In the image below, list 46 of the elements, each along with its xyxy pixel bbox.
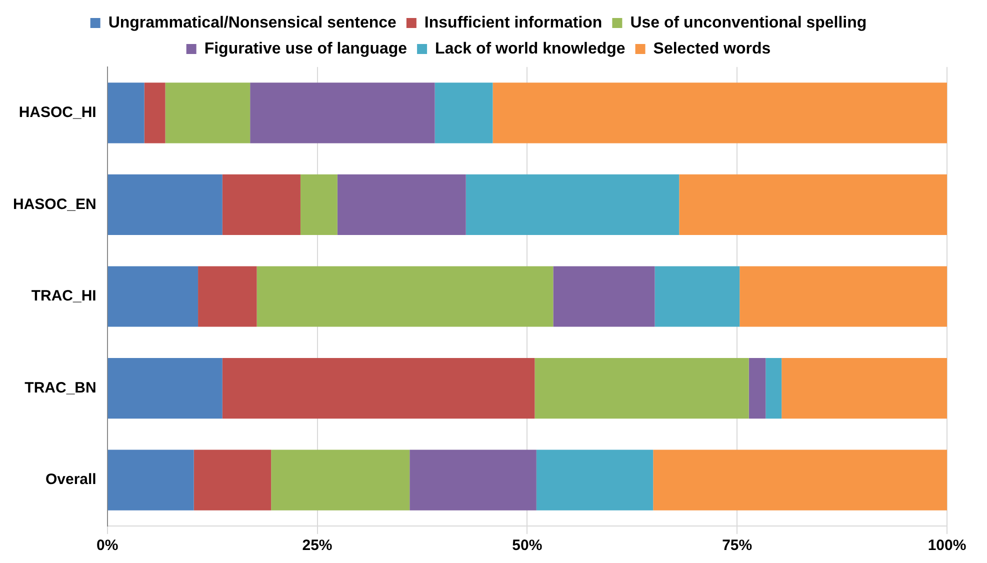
legend-label: Use of unconventional spelling — [630, 14, 867, 32]
bar — [144, 82, 166, 144]
bar — [108, 358, 222, 419]
bar — [466, 174, 680, 235]
bar — [553, 266, 655, 327]
bar — [108, 82, 144, 144]
x-tick-label: 50% — [512, 537, 542, 554]
bar — [740, 266, 947, 327]
x-tick-label: 25% — [302, 537, 332, 554]
legend-label: Insufficient information — [424, 14, 602, 32]
bar — [410, 450, 536, 510]
bar — [108, 174, 222, 235]
y-tick-label: TRAC_BN — [24, 379, 96, 396]
bar — [165, 82, 250, 144]
legend-label: Figurative use of language — [204, 40, 408, 58]
bar — [679, 174, 947, 235]
y-tick-label: Overall — [45, 471, 96, 488]
x-tick-label: 75% — [722, 537, 752, 554]
bar — [300, 174, 338, 235]
bar — [748, 358, 766, 419]
bar — [108, 450, 194, 510]
bar — [492, 82, 947, 144]
x-tick-label: 0% — [96, 537, 118, 554]
bar — [194, 450, 272, 510]
legend-label: Lack of world knowledge — [435, 40, 626, 58]
bar — [766, 358, 782, 419]
bar — [782, 358, 947, 419]
bar — [250, 82, 435, 144]
legend-label: Ungrammatical/Nonsensical sentence — [108, 14, 397, 32]
bar — [271, 450, 410, 510]
x-tick-label: 100% — [928, 537, 966, 554]
bar — [222, 174, 300, 235]
bar — [337, 174, 466, 235]
y-tick-label: HASOC_HI — [18, 104, 96, 122]
bar — [222, 358, 535, 419]
bar — [653, 450, 947, 510]
bar — [654, 266, 740, 327]
bar — [536, 450, 654, 510]
bar — [198, 266, 257, 327]
legend-label: Selected words — [653, 40, 771, 58]
bar — [108, 266, 198, 327]
y-tick-label: HASOC_EN — [12, 196, 96, 213]
y-tick-label: TRAC_HI — [31, 288, 96, 305]
bar — [534, 358, 749, 419]
bar — [256, 266, 554, 327]
bar — [434, 82, 493, 144]
